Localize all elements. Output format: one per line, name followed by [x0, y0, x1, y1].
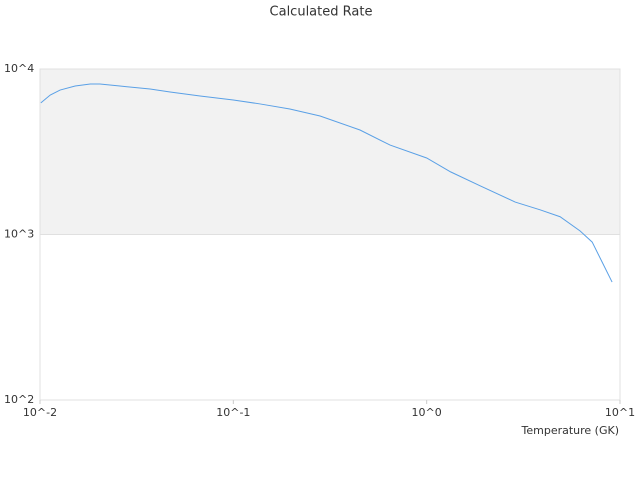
x-tick-label: 10^1 [605, 406, 635, 419]
y-tick-label: 10^2 [4, 393, 34, 406]
chart-title: Calculated Rate [270, 5, 373, 20]
x-tick-label: 10^-2 [23, 406, 57, 419]
grid-band [40, 69, 620, 235]
x-tick-label: 10^0 [412, 406, 442, 419]
x-tick-label: 10^-1 [216, 406, 250, 419]
x-axis-label: Temperature (GK) [521, 424, 620, 437]
y-tick-label: 10^4 [4, 62, 34, 75]
y-tick-label: 10^3 [4, 228, 34, 241]
data-line [40, 83, 613, 283]
